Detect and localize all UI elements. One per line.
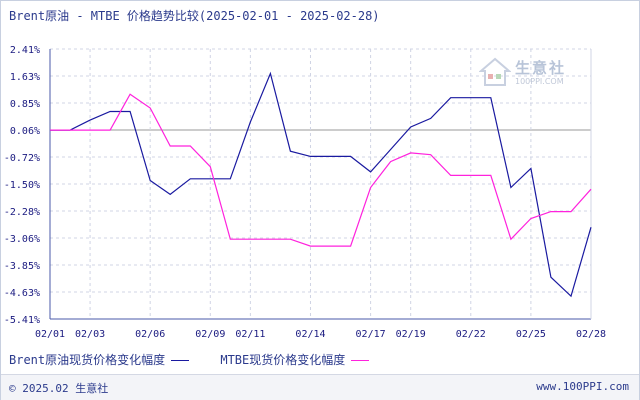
x-tick-label: 02/28 [576, 329, 606, 340]
x-tick-label: 02/03 [75, 329, 105, 340]
house-logo-icon [478, 57, 512, 86]
y-tick-label: -4.63% [4, 288, 40, 299]
line-chart: 2.41% 1.63% 0.85% 0.06% -0.72% -1.50% -2.28% -3… [4, 45, 606, 340]
chart-title: Brent原油 - MTBE 价格趋势比较(2025-02-01 - 2025-… [9, 9, 380, 23]
legend: Brent原油现货价格变化幅度 MTBE现货价格变化幅度 [9, 351, 393, 368]
legend-label-brent: Brent原油现货价格变化幅度 [9, 353, 166, 367]
legend-label-mtbe: MTBE现货价格变化幅度 [220, 353, 346, 367]
y-tick-label: -2.28% [4, 207, 40, 218]
footer: © 2025.02 生意社 www.100PPI.com [1, 374, 639, 400]
y-tick-label: -3.06% [4, 234, 40, 245]
y-tick-label: 1.63% [10, 72, 40, 83]
y-tick-label: 2.41% [10, 45, 40, 56]
legend-item-mtbe: MTBE现货价格变化幅度 [220, 351, 370, 368]
mtbe-series-line [50, 93, 592, 247]
x-tick-label: 02/01 [35, 329, 65, 340]
x-tick-label: 02/25 [516, 329, 546, 340]
watermark-url: 100PPI.COM [515, 77, 564, 86]
legend-item-brent: Brent原油现货价格变化幅度 [9, 351, 190, 368]
copyright-text: © 2025.02 生意社 [9, 382, 109, 395]
legend-swatch-mtbe [351, 360, 370, 361]
y-tick-label: -0.72% [4, 153, 40, 164]
y-tick-label: 0.85% [10, 99, 40, 110]
y-tick-label: -5.41% [4, 315, 40, 326]
x-tick-label: 02/22 [456, 329, 486, 340]
x-tick-label: 02/14 [295, 329, 325, 340]
watermark: 生意社 100PPI.COM [478, 57, 564, 91]
x-tick-label: 02/17 [356, 329, 386, 340]
legend-swatch-brent [171, 360, 190, 361]
x-tick-label: 02/19 [396, 329, 426, 340]
y-tick-label: -1.50% [4, 180, 40, 191]
x-tick-label: 02/09 [195, 329, 225, 340]
y-tick-label: 0.06% [10, 126, 40, 137]
y-tick-label: -3.85% [4, 261, 40, 272]
watermark-name: 生意社 [515, 59, 567, 77]
brent-series-line [50, 71, 592, 298]
site-url-link[interactable]: www.100PPI.com [536, 380, 629, 393]
x-tick-label: 02/11 [235, 329, 265, 340]
x-tick-label: 02/06 [135, 329, 165, 340]
